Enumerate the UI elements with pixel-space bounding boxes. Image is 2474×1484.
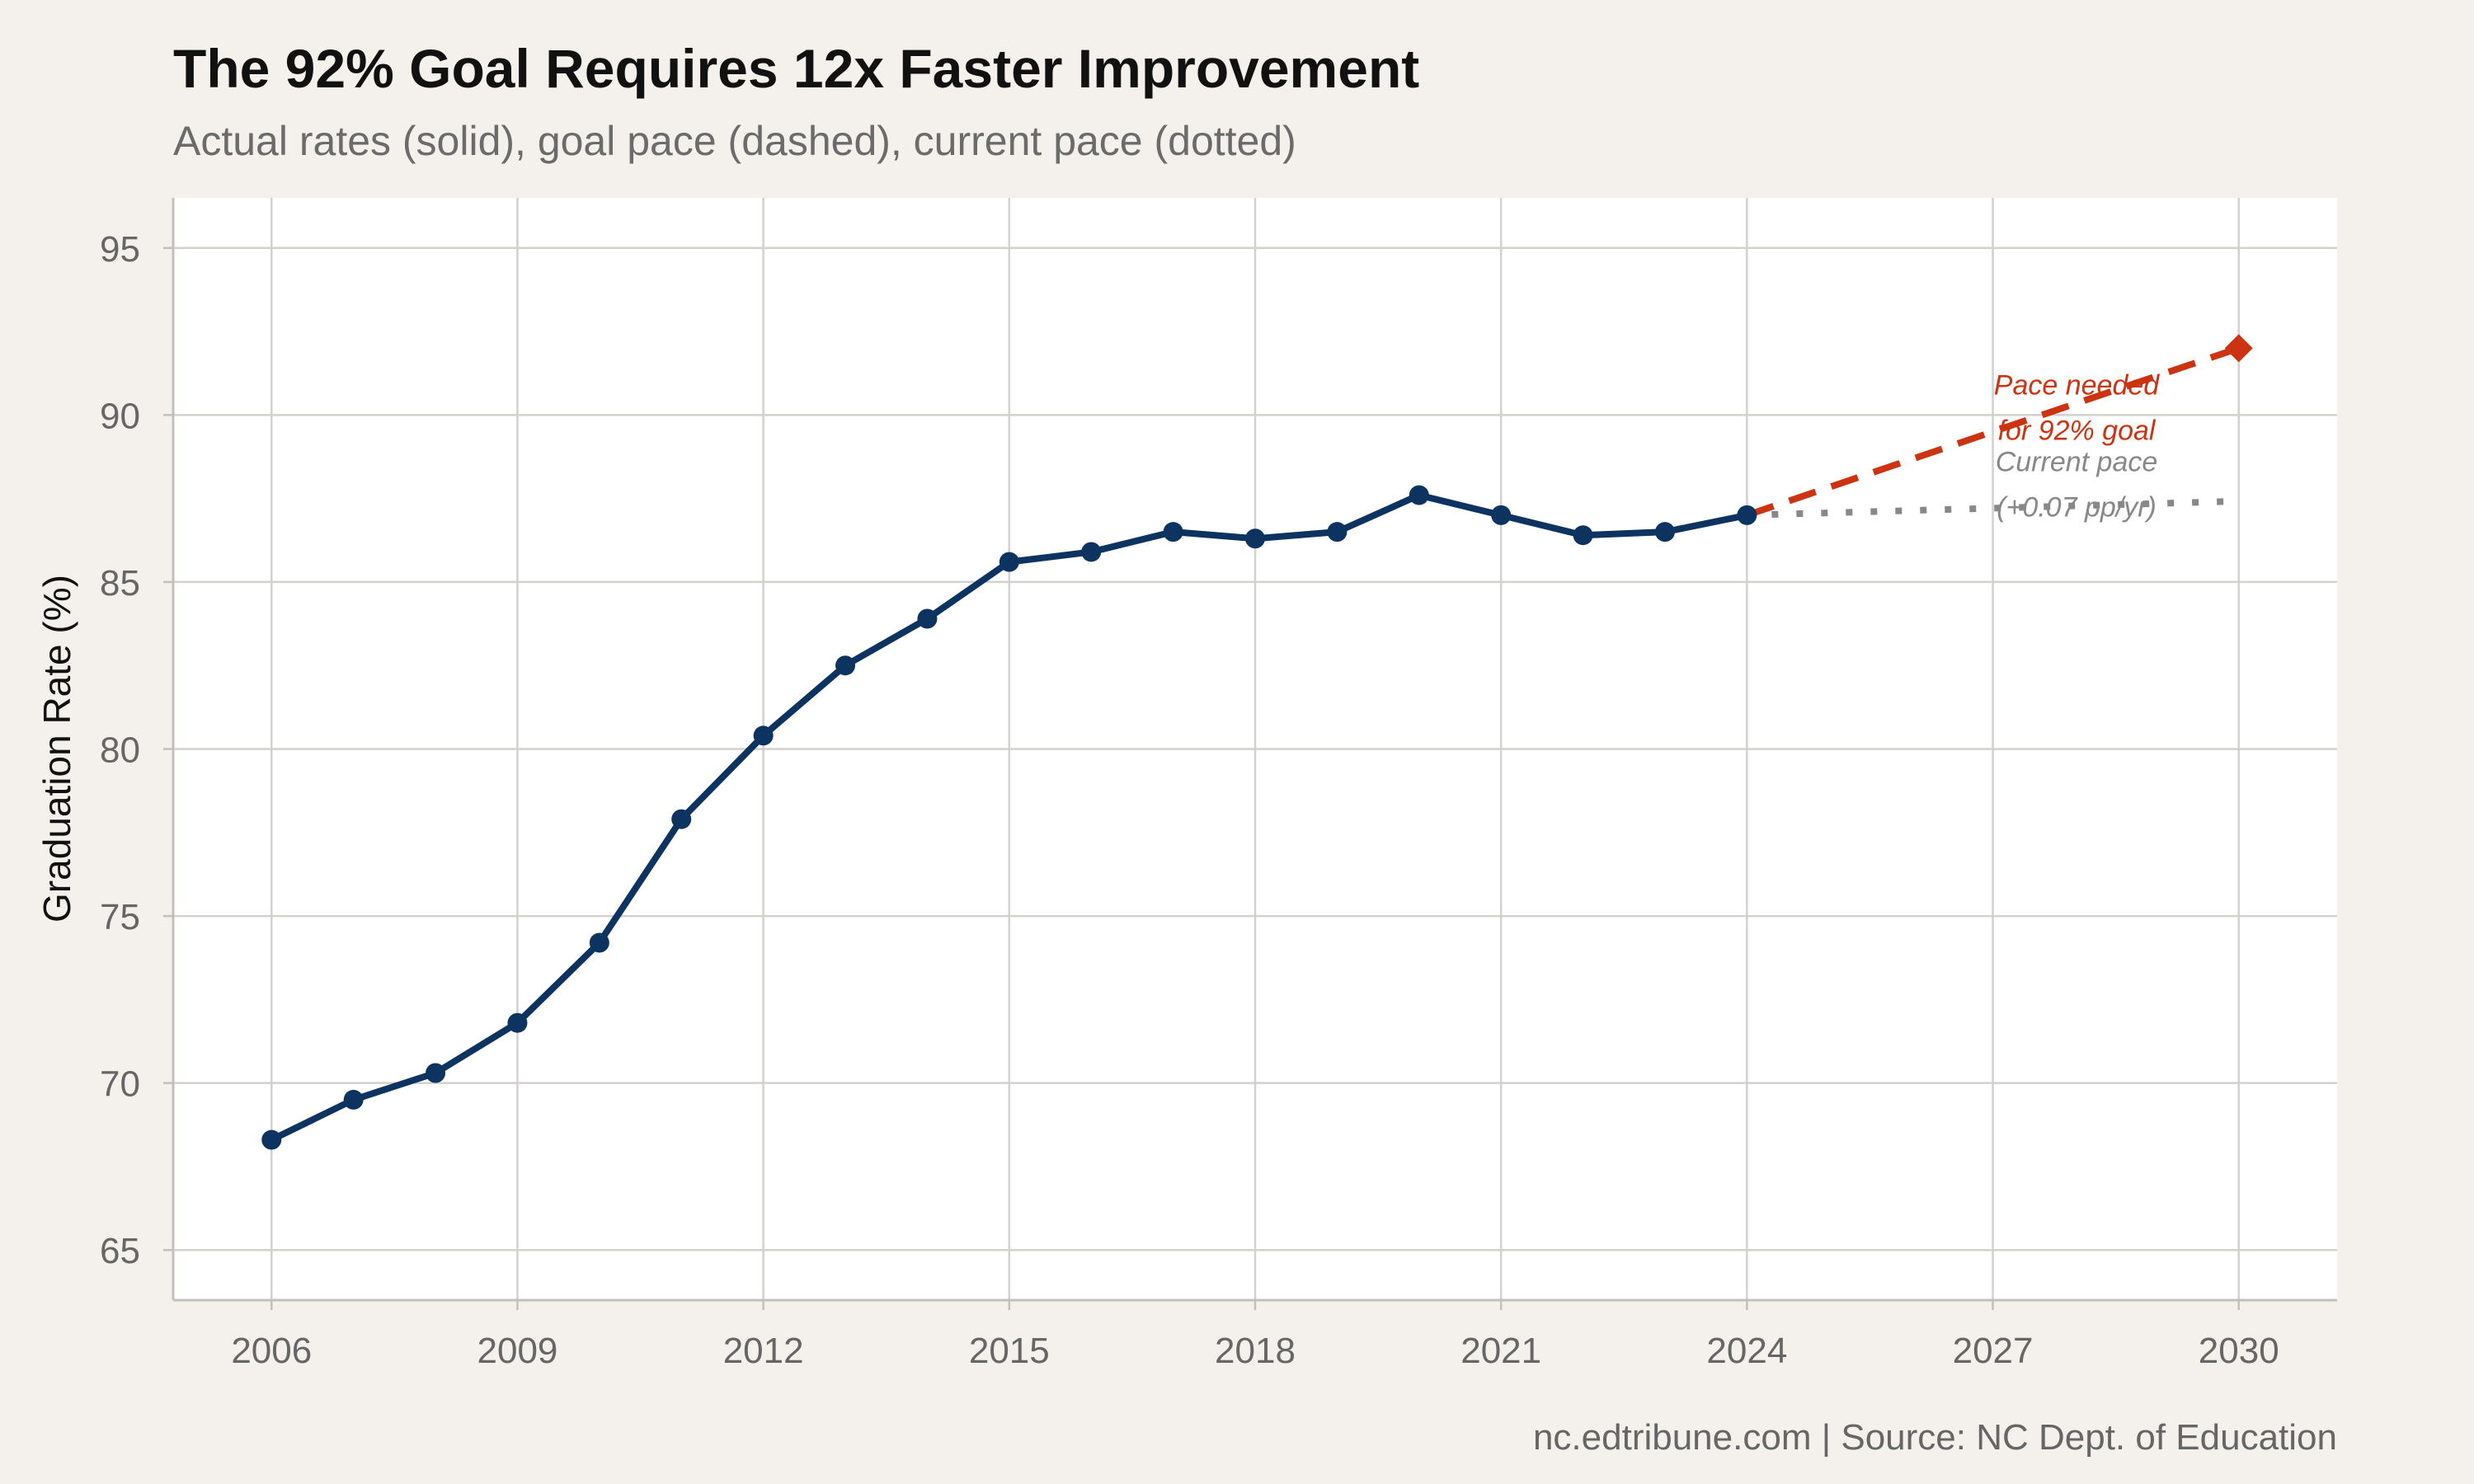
data-point [1491,505,1512,525]
x-tick-label: 2012 [723,1331,804,1371]
y-tick-labels: 65 70 75 80 85 90 95 [100,229,173,1271]
x-tick-label: 2027 [1953,1331,2034,1371]
goal-pace-annotation: for 92% goal [1998,416,2157,447]
current-pace-annotation: Current pace [1996,447,2158,478]
y-tick-label: 70 [100,1064,140,1105]
data-point [1573,525,1593,546]
x-tick-labels: 2006 2009 2012 2015 2018 2021 2024 2027 2030 [231,1300,2279,1371]
caption: nc.edtribune.com | Source: NC Dept. of E… [1533,1417,2337,1458]
data-point [507,1012,528,1033]
data-point [835,655,856,676]
data-point [343,1089,364,1110]
x-tick-label: 2021 [1460,1331,1541,1371]
chart-title: The 92% Goal Requires 12x Faster Improve… [173,38,1419,99]
y-tick-label: 80 [100,730,140,771]
y-tick-label: 95 [100,229,140,270]
x-tick-label: 2024 [1706,1331,1787,1371]
data-point [999,552,1019,572]
data-point [671,809,692,829]
data-point [261,1129,282,1150]
data-point [1163,522,1183,542]
series [261,334,2253,1150]
data-point [753,726,774,746]
data-point [1654,522,1675,542]
y-tick-label: 85 [100,563,140,603]
data-point [426,1063,446,1083]
x-tick-label: 2030 [2199,1331,2279,1371]
x-tick-label: 2009 [477,1331,558,1371]
goal-pace-annotation: Pace needed [1994,370,2160,402]
data-point [1245,528,1265,549]
x-tick-label: 2015 [969,1331,1050,1371]
y-axis-title: Graduation Rate (%) [35,575,78,923]
data-point [1327,522,1348,542]
current-pace-annotation: (+0.07 pp/yr) [1997,492,2157,524]
x-tick-label: 2018 [1215,1331,1296,1371]
y-tick-label: 65 [100,1231,140,1271]
chart-subtitle: Actual rates (solid), goal pace (dashed)… [173,118,1296,164]
data-point [1737,505,1757,525]
data-point [589,932,609,953]
data-point [1409,485,1429,505]
goal-marker [2224,334,2253,363]
y-tick-label: 90 [100,396,140,436]
y-tick-label: 75 [100,897,140,937]
data-point [917,608,938,629]
x-tick-label: 2006 [231,1331,312,1371]
data-point [1081,542,1102,562]
grid [173,198,2337,1300]
